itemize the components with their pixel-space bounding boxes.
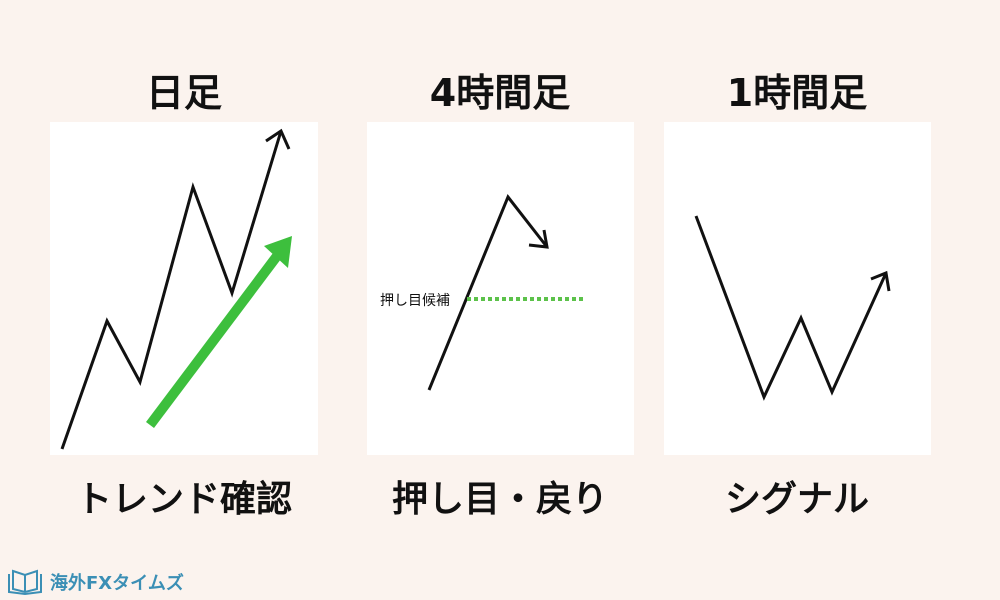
4h-arrowhead <box>528 229 549 249</box>
panel-1h <box>664 122 931 455</box>
daily-price-line <box>60 130 283 450</box>
title-daily: 日足 <box>145 71 222 115</box>
label-daily: トレンド確認 <box>75 479 292 520</box>
label-1h: シグナル <box>724 479 869 520</box>
logo: 海外FXタイムズ <box>6 568 184 596</box>
label-4h: 押し目・戻り <box>391 479 608 520</box>
title-4h: 4時間足 <box>429 71 571 115</box>
book-icon <box>8 569 42 596</box>
panel-daily <box>50 122 318 455</box>
panel-4h <box>367 122 634 455</box>
daily-arrowhead <box>265 128 291 150</box>
title-1h: 1時間足 <box>726 71 868 115</box>
trend-arrow-shaft <box>146 248 284 429</box>
logo-text: 海外FXタイムズ <box>50 573 184 594</box>
pullback-candidate-label: 押し目候補 <box>380 293 450 309</box>
4h-price-line <box>427 194 549 391</box>
1h-price-line <box>694 215 888 401</box>
1h-arrowhead <box>870 270 891 292</box>
trend-arrow-head <box>264 236 292 268</box>
